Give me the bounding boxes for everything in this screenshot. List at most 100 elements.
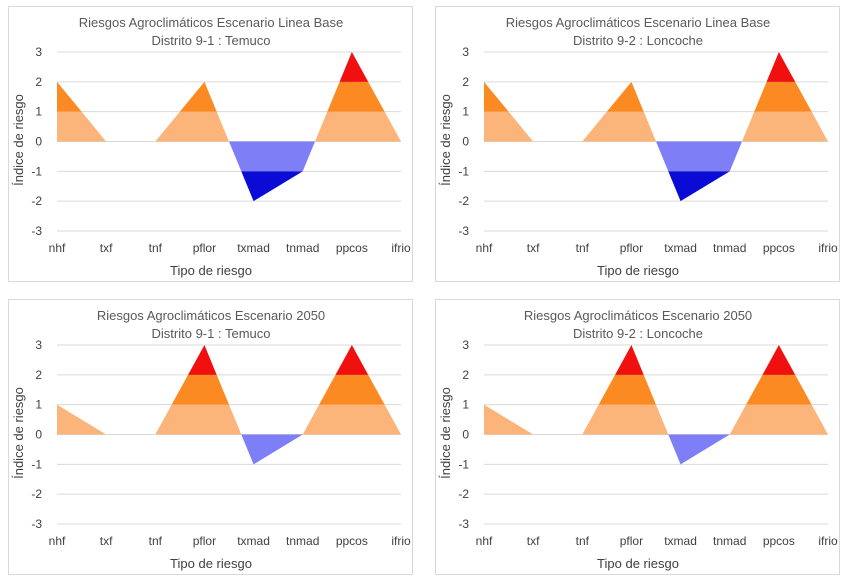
x-tick-label: txf: [527, 534, 540, 548]
y-tick-label: 3: [35, 338, 42, 352]
x-tick-label: nhf: [476, 534, 493, 548]
y-tick-label: -1: [31, 164, 42, 178]
y-axis-label: Índice de riesgo: [438, 94, 453, 186]
chart-title: Riesgos Agroclimáticos Escenario Linea B…: [79, 15, 343, 30]
chart-panel-base-temuco: Riesgos Agroclimáticos Escenario Linea B…: [8, 6, 413, 282]
x-tick-label: pflor: [620, 534, 643, 548]
area-band-pos-3: [484, 52, 828, 82]
chart-subtitle: Distrito 9-2 : Loncoche: [573, 326, 703, 341]
x-tick-label: ifrio: [818, 241, 838, 255]
area-band-pos-2: [484, 81, 828, 112]
y-tick-label: -1: [31, 457, 42, 471]
y-tick-label: -3: [31, 224, 42, 238]
x-tick-label: ppcos: [336, 534, 368, 548]
x-tick-label: txmad: [664, 534, 697, 548]
x-tick-label: ppcos: [763, 241, 795, 255]
y-tick-label: 0: [462, 428, 469, 442]
x-tick-label: nhf: [476, 241, 493, 255]
y-axis-label: Índice de riesgo: [438, 387, 453, 479]
chart-title: Riesgos Agroclimáticos Escenario 2050: [97, 308, 325, 323]
x-tick-label: ppcos: [336, 241, 368, 255]
chart-title: Riesgos Agroclimáticos Escenario Linea B…: [506, 15, 770, 30]
area-band-neg-2: [57, 171, 401, 202]
x-tick-label: nhf: [49, 241, 66, 255]
area-band-pos-1: [484, 111, 828, 142]
area-band-neg-2: [484, 171, 828, 202]
y-tick-label: -1: [458, 164, 469, 178]
x-axis-label: Tipo de riesgo: [170, 263, 252, 278]
x-tick-label: ifrio: [818, 534, 838, 548]
y-tick-label: 2: [35, 75, 42, 89]
area-band-neg-1: [57, 141, 401, 172]
x-tick-label: txmad: [237, 241, 270, 255]
chart-svg: Riesgos Agroclimáticos Escenario 2050 Di…: [11, 308, 411, 571]
x-tick-label: tnf: [149, 534, 163, 548]
x-tick-label: txmad: [237, 534, 270, 548]
x-tick-label: pflor: [193, 241, 216, 255]
chart-title: Riesgos Agroclimáticos Escenario 2050: [524, 308, 752, 323]
x-tick-label: txmad: [664, 241, 697, 255]
x-axis-label: Tipo de riesgo: [597, 263, 679, 278]
y-tick-label: -3: [458, 224, 469, 238]
area-band-pos-1: [484, 404, 828, 435]
area-band-pos-3: [57, 52, 401, 82]
y-axis-label: Índice de riesgo: [11, 387, 26, 479]
y-tick-label: 2: [462, 368, 469, 382]
y-axis-label: Índice de riesgo: [11, 94, 26, 186]
chart-panel-2050-temuco: Riesgos Agroclimáticos Escenario 2050 Di…: [8, 299, 413, 575]
y-tick-label: -2: [31, 487, 42, 501]
x-tick-label: ifrio: [391, 534, 411, 548]
x-tick-label: tnf: [149, 241, 163, 255]
y-tick-label: 3: [462, 338, 469, 352]
y-tick-label: 1: [35, 105, 42, 119]
area-band-pos-2: [484, 374, 828, 405]
chart-svg: Riesgos Agroclimáticos Escenario Linea B…: [438, 15, 838, 278]
plot-area: 3 2 1 0 -1 -2 -3 nhf txf tnf pflor txmad tnmad ppcos i…: [31, 45, 411, 255]
y-tick-label: -2: [458, 194, 469, 208]
x-tick-label: nhf: [49, 534, 66, 548]
x-tick-label: ifrio: [391, 241, 411, 255]
chart-svg: Riesgos Agroclimáticos Escenario 2050 Di…: [438, 308, 838, 571]
y-tick-label: 1: [462, 398, 469, 412]
y-tick-label: -2: [31, 194, 42, 208]
y-tick-label: 2: [35, 368, 42, 382]
plot-area: 3 2 1 0 -1 -2 -3 nhf txf tnf pflor txmad tnmad ppcos i…: [458, 338, 838, 548]
x-tick-label: pflor: [193, 534, 216, 548]
x-tick-label: tnmad: [286, 534, 319, 548]
y-tick-label: 1: [35, 398, 42, 412]
y-tick-label: -3: [458, 517, 469, 531]
y-tick-label: 0: [35, 135, 42, 149]
y-tick-label: 1: [462, 105, 469, 119]
y-tick-label: 3: [35, 45, 42, 59]
y-tick-label: 2: [462, 75, 469, 89]
area-band-neg-1: [484, 434, 828, 465]
chart-svg: Riesgos Agroclimáticos Escenario Linea B…: [11, 15, 411, 278]
x-tick-label: tnmad: [713, 241, 746, 255]
y-tick-label: -1: [458, 457, 469, 471]
y-tick-label: -2: [458, 487, 469, 501]
area-band-pos-2: [57, 374, 401, 405]
area-band-pos-2: [57, 81, 401, 112]
chart-panel-base-loncoche: Riesgos Agroclimáticos Escenario Linea B…: [435, 6, 840, 282]
y-tick-label: 0: [462, 135, 469, 149]
area-band-pos-3: [57, 345, 401, 375]
x-tick-label: tnf: [576, 534, 590, 548]
x-axis-label: Tipo de riesgo: [170, 556, 252, 571]
area-band-neg-1: [484, 141, 828, 172]
x-tick-label: tnmad: [286, 241, 319, 255]
y-tick-label: 3: [462, 45, 469, 59]
x-tick-label: ppcos: [763, 534, 795, 548]
area-band-neg-1: [57, 434, 401, 465]
y-tick-label: -3: [31, 517, 42, 531]
plot-area: 3 2 1 0 -1 -2 -3 nhf txf tnf pflor txmad tnmad ppcos i…: [31, 338, 411, 548]
area-band-pos-1: [57, 111, 401, 142]
chart-subtitle: Distrito 9-2 : Loncoche: [573, 33, 703, 48]
area-band-pos-1: [57, 404, 401, 435]
x-tick-label: txf: [100, 534, 113, 548]
x-axis-label: Tipo de riesgo: [597, 556, 679, 571]
x-tick-label: txf: [527, 241, 540, 255]
chart-subtitle: Distrito 9-1 : Temuco: [152, 33, 271, 48]
chart-panel-2050-loncoche: Riesgos Agroclimáticos Escenario 2050 Di…: [435, 299, 840, 575]
area-band-pos-3: [484, 345, 828, 375]
x-tick-label: tnmad: [713, 534, 746, 548]
